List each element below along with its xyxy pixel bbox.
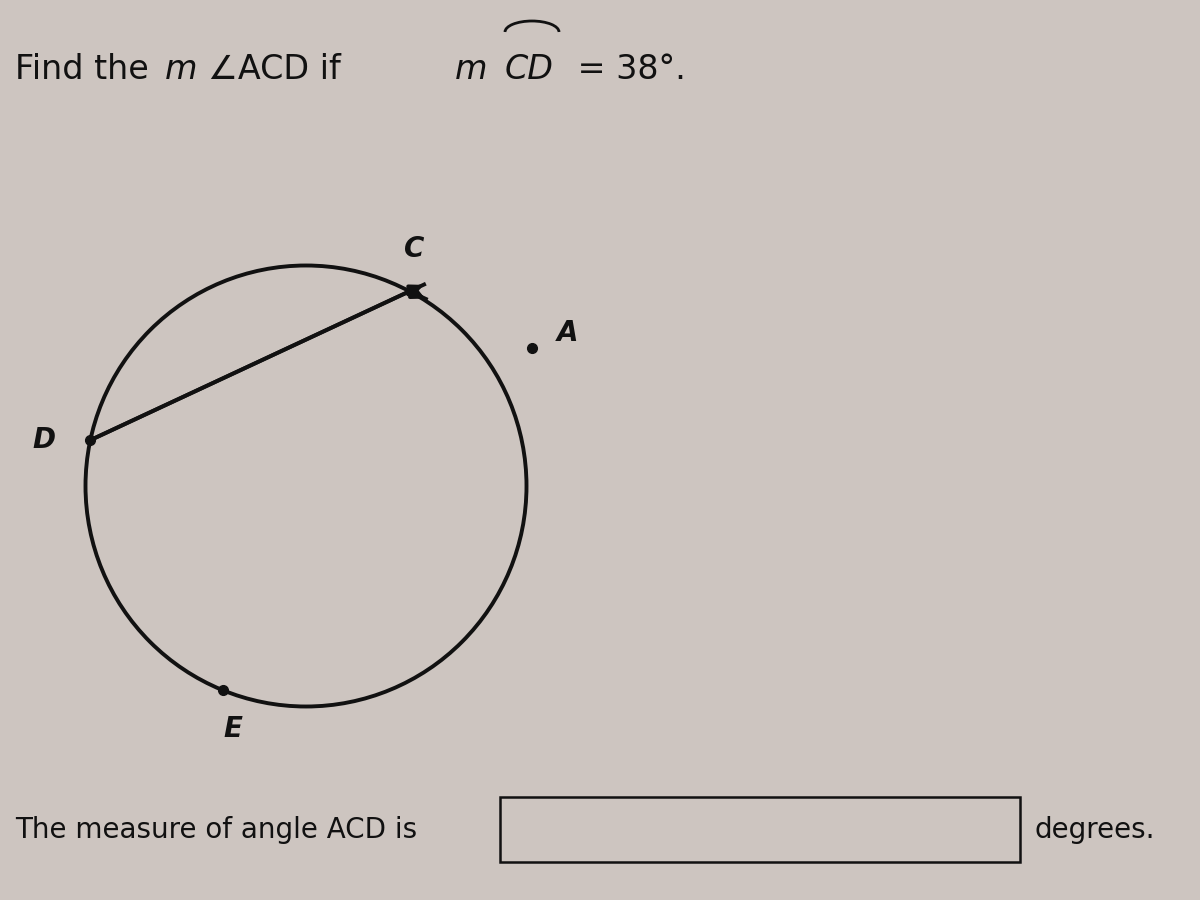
Text: m: m [455,53,487,86]
FancyBboxPatch shape [500,797,1020,862]
Text: E: E [224,716,242,743]
Text: D: D [32,427,55,454]
Text: The measure of angle ACD is: The measure of angle ACD is [14,816,418,844]
Text: C: C [404,235,425,264]
Text: CD: CD [505,53,554,86]
Text: = 38°.: = 38°. [568,53,686,86]
Text: A: A [557,320,578,347]
Text: ∠ACD if: ∠ACD if [208,53,362,86]
Text: degrees.: degrees. [1034,816,1156,844]
Text: m: m [166,53,198,86]
Text: Find the: Find the [14,53,160,86]
